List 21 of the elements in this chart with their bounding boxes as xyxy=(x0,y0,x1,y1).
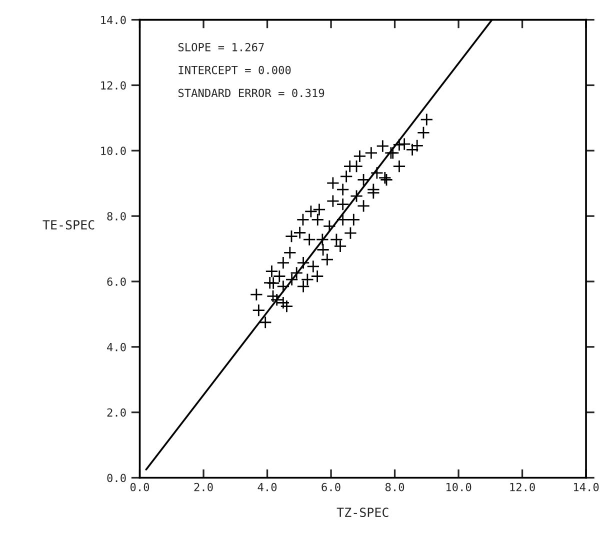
y-tick-label: 8.0 xyxy=(107,212,126,220)
x-tick-label: 6.0 xyxy=(322,482,340,492)
annotation: STANDARD ERROR = 0.319 xyxy=(178,88,324,98)
y-tick-label: 0.0 xyxy=(107,474,126,482)
y-tick-label: 6.0 xyxy=(107,277,126,286)
x-tick-label: 10.0 xyxy=(446,482,472,492)
x-tick-label: 2.0 xyxy=(194,482,213,492)
y-tick-label: 10.0 xyxy=(101,146,126,156)
y-tick-label: 2.0 xyxy=(107,408,126,417)
y-tick-label: 12.0 xyxy=(101,81,126,90)
y-tick-label: 4.0 xyxy=(107,342,126,352)
x-tick-label: 4.0 xyxy=(258,482,277,492)
annotation: SLOPE = 1.267 xyxy=(178,42,264,52)
y-axis-title: TE-SPEC xyxy=(42,220,94,230)
x-axis-title: TZ-SPEC xyxy=(336,508,388,518)
y-tick-label: 14.0 xyxy=(101,16,126,24)
x-tick-label: 14.0 xyxy=(574,482,599,492)
x-tick-label: 12.0 xyxy=(510,482,535,492)
annotation: INTERCEPT = 0.000 xyxy=(178,66,291,74)
x-tick-label: 8.0 xyxy=(385,482,404,492)
x-tick-label: 0.0 xyxy=(130,482,150,492)
